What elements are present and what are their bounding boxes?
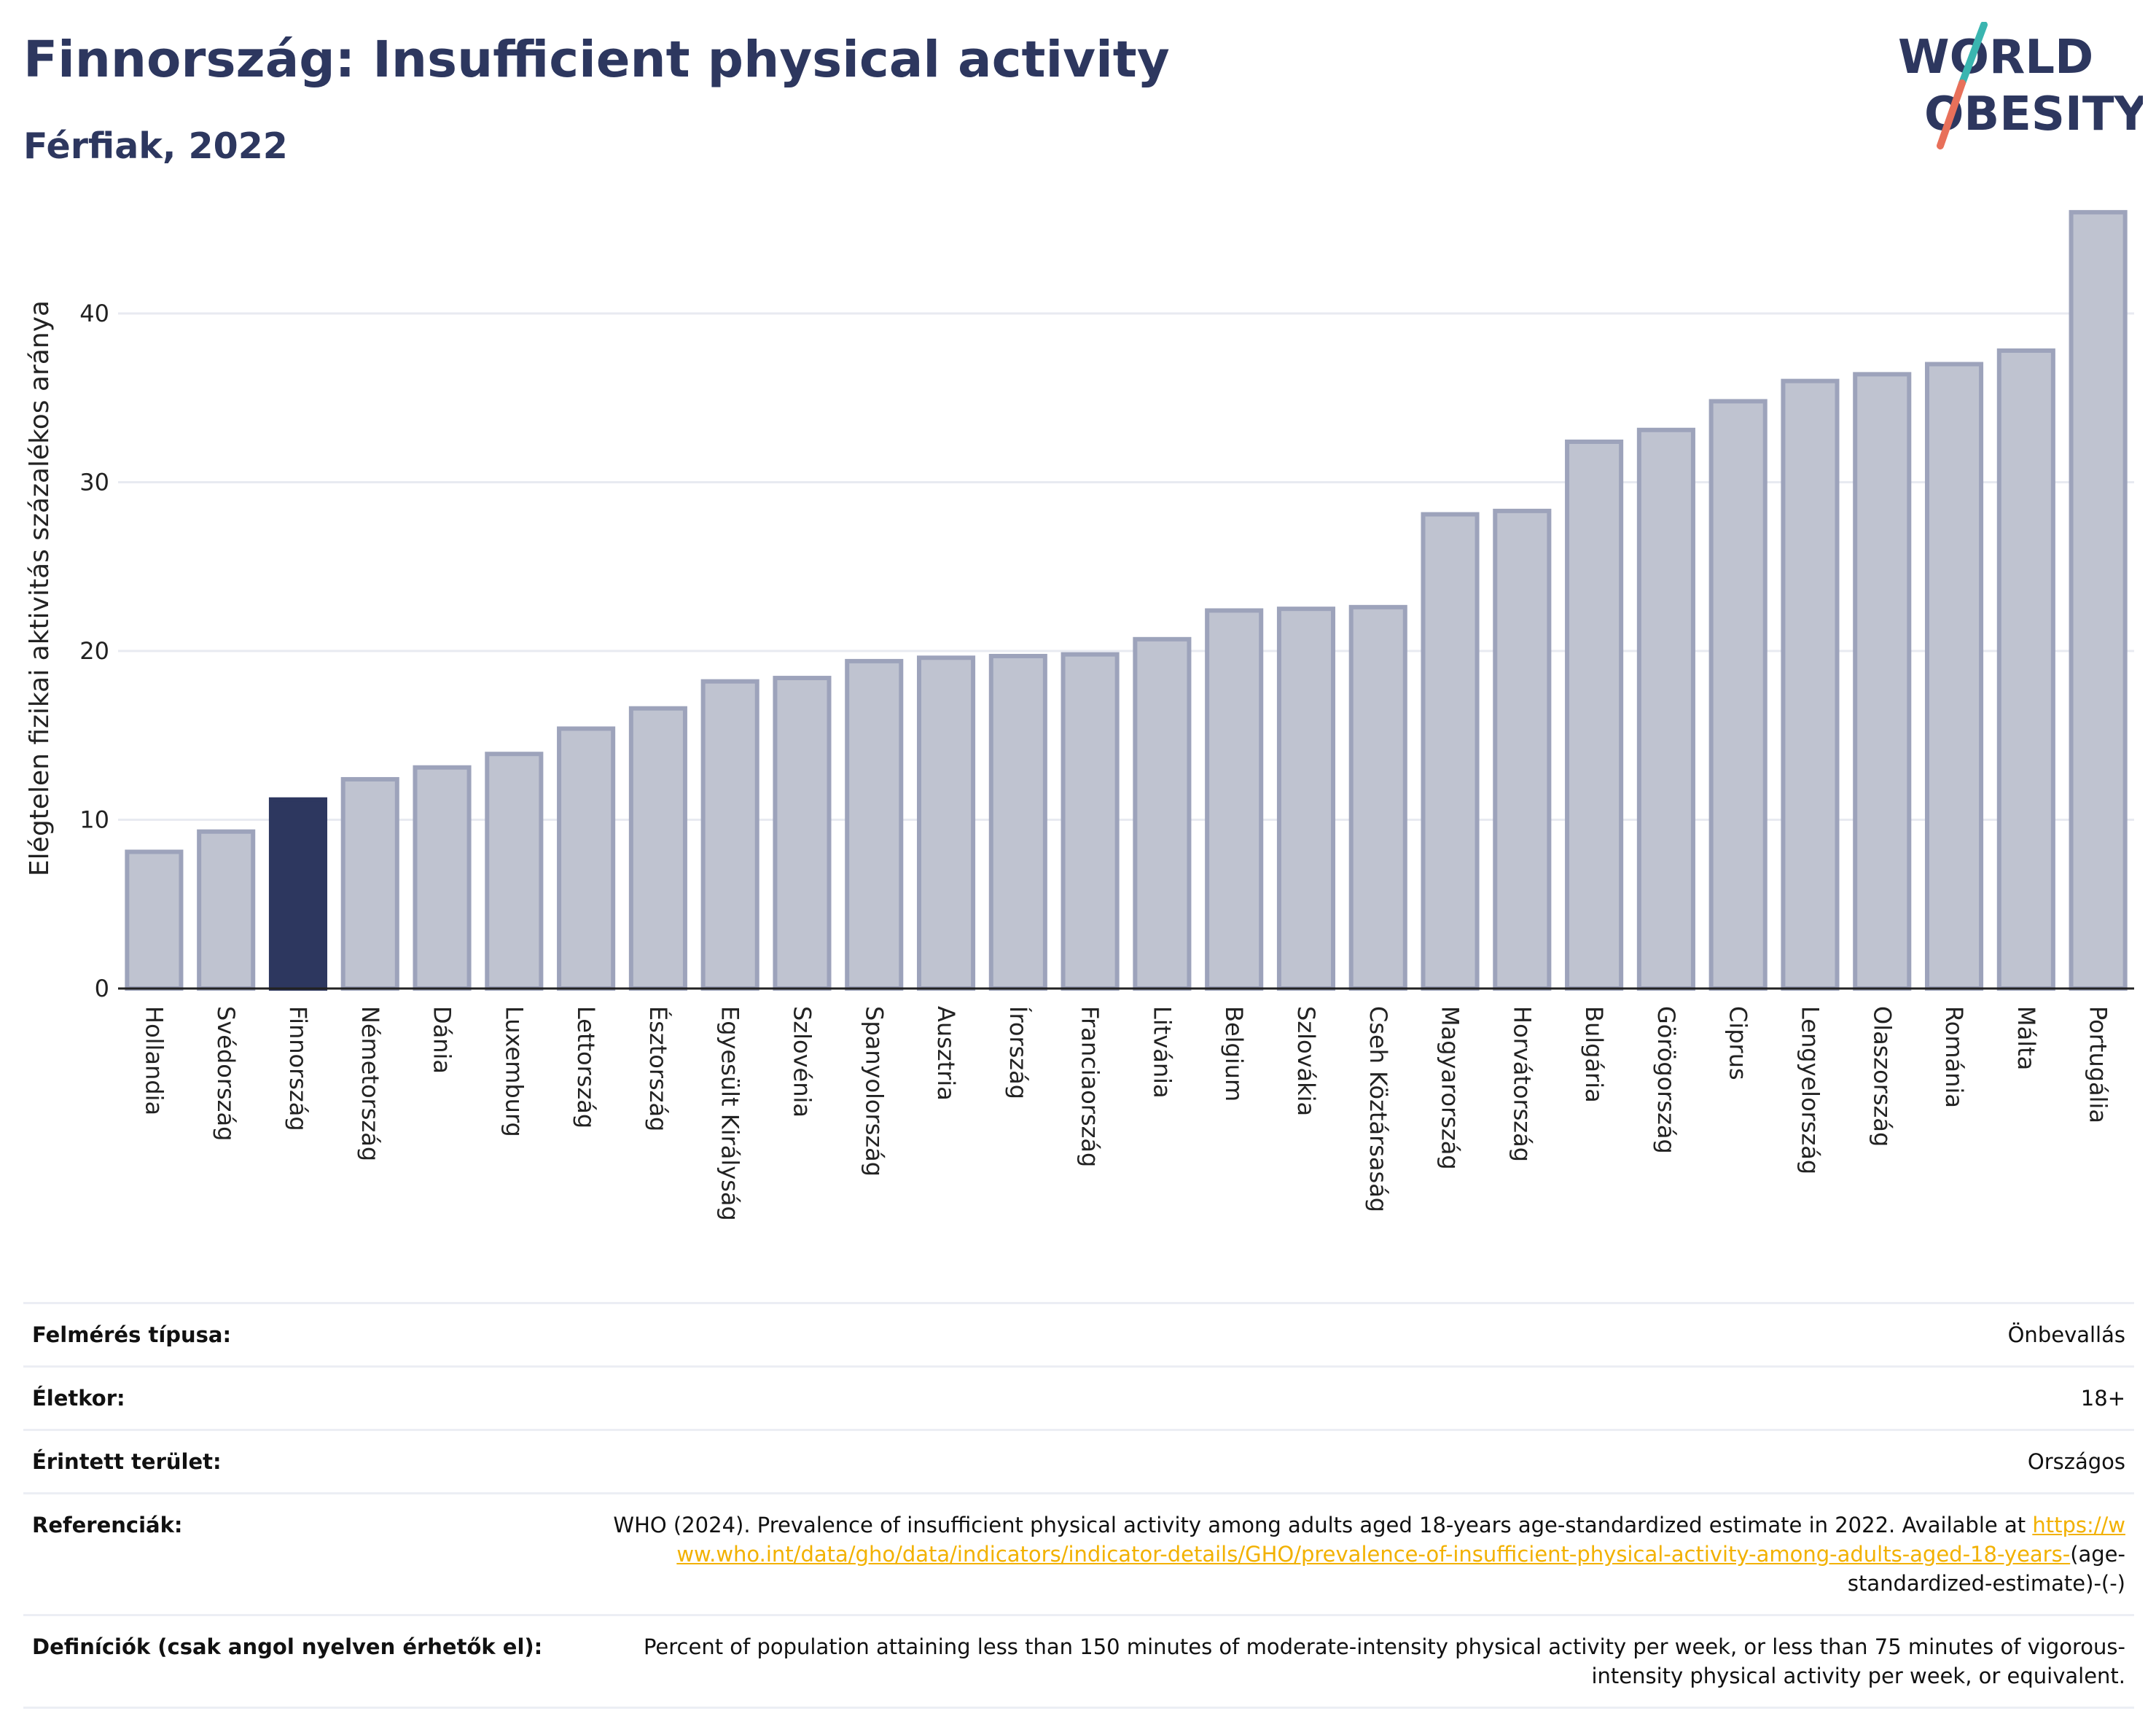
x-tick-label: Görögország [1652,1006,1680,1154]
survey-type-label: Felmérés típusa: [23,1302,595,1368]
bar-franciaország [1061,652,1120,991]
logo-line1: WORLD [1898,31,2093,85]
page-title: Finnország: Insufficient physical activi… [23,31,1170,89]
age-label: Életkor: [23,1365,595,1431]
x-tick-label: Németország [356,1006,384,1161]
x-tick-label: Bulgária [1580,1006,1608,1103]
bar-spanyolország [845,658,904,991]
bar-litvánia [1133,636,1192,991]
bar-egyesült-királyság [700,679,759,991]
y-axis-title: Elégtelen fizikai aktivitás százalékos a… [25,300,55,876]
x-tick-label: Szlovákia [1292,1006,1320,1116]
bar-görögország [1636,427,1695,991]
x-tick-label: Románia [1940,1006,1968,1108]
x-tick-label: Lengyelország [1796,1006,1824,1174]
bar-olaszország [1853,372,1912,991]
x-tick-label: Franciaország [1077,1006,1104,1167]
y-axis-ticks: 0 10 20 30 40 [79,300,109,1002]
x-tick-label: Lettország [572,1006,600,1128]
x-tick-label: Cseh Köztársaság [1364,1006,1392,1212]
bar-bulgária [1565,439,1624,991]
info-row-survey: Felmérés típusa: Önbevallás [23,1302,2134,1368]
info-row-definitions: Definíciók (csak angol nyelven érhetők e… [23,1614,2134,1709]
area-label: Érintett terület: [23,1429,595,1494]
area-value: Országos [595,1429,2134,1494]
bar-szlovénia [773,676,832,991]
x-tick-label: Ausztria [932,1006,960,1101]
info-row-area: Érintett terület: Országos [23,1429,2134,1494]
survey-type-value: Önbevallás [595,1302,2134,1368]
age-value: 18+ [595,1365,2134,1431]
references-value: WHO (2024). Prevalence of insufficient p… [595,1492,2134,1616]
bar-finnország [268,797,328,991]
definitions-label: Definíciók (csak angol nyelven érhetők e… [23,1614,595,1709]
bar-románia [1924,362,1984,991]
references-tail: (age-standardized-estimate)-(-) [1847,1542,2125,1596]
x-tick-label: Magyarország [1437,1006,1464,1170]
bar-hollandia [125,849,184,991]
x-tick-label: Litvánia [1148,1006,1176,1099]
info-row-age: Életkor: 18+ [23,1365,2134,1431]
bar-írország [988,653,1047,991]
x-tick-label: Portugália [2085,1006,2112,1123]
x-tick-label: Ciprus [1725,1006,1752,1080]
x-tick-label: Dánia [429,1006,456,1074]
x-tick-label: Spanyolország [860,1006,888,1177]
bar-lettország [557,726,616,991]
bar-magyarország [1421,512,1480,991]
info-table: Felmérés típusa: Önbevallás Életkor: 18+… [23,1302,2134,1709]
x-tick-label: Egyesült Királyság [716,1006,744,1221]
bar-luxemburg [485,752,544,991]
info-row-references: Referenciák: WHO (2024). Prevalence of i… [23,1492,2134,1616]
y-tick-label: 0 [95,975,109,1002]
references-link[interactable]: https://www.who.int/data/gho/data/indica… [676,1513,2125,1567]
y-tick-label: 20 [79,637,109,665]
x-tick-label: Olaszország [1868,1006,1896,1147]
x-tick-label: Szlovénia [788,1006,816,1118]
logo-slash-bottom [1937,79,1966,149]
logo-slash-top [1958,22,1988,87]
bar-ciprus [1708,399,1768,991]
bar-belgium [1205,608,1264,991]
bar-ausztria [916,655,976,991]
y-tick-label: 30 [79,469,109,496]
bar-svédország [197,829,256,991]
definitions-value: Percent of population attaining less tha… [595,1614,2134,1709]
x-tick-label: Svédország [212,1006,240,1141]
page-subtitle: Férfiak, 2022 [23,125,288,167]
bar-észtország [628,706,687,991]
x-tick-label: Belgium [1220,1006,1248,1102]
world-obesity-logo: WORLD OBESITY [1898,22,2143,149]
bar-portugália [2069,210,2128,991]
bar-lengyelország [1781,378,1840,991]
x-tick-label: Hollandia [140,1006,168,1115]
bar-németország [340,776,399,991]
bar-chart: 0 10 20 30 40 Hollandia Svédország Finnország N… [25,210,2134,1221]
bar-málta [1996,348,2055,991]
bar-cseh-köztársaság [1348,604,1407,991]
x-tick-label: Írország [1004,1006,1032,1099]
references-label: Referenciák: [23,1492,595,1616]
y-tick-label: 10 [79,806,109,834]
bars [125,210,2128,991]
x-tick-label: Málta [2012,1006,2040,1070]
references-text: WHO (2024). Prevalence of insufficient p… [613,1513,2026,1537]
x-tick-label: Luxemburg [500,1006,528,1137]
x-axis-labels: Hollandia Svédország Finnország Németország… [140,1006,2112,1221]
bar-dánia [413,765,472,991]
x-tick-label: Finnország [284,1006,312,1131]
x-tick-label: Észtország [644,1006,672,1131]
bar-horvátország [1493,508,1552,991]
bar-szlovákia [1276,607,1336,991]
y-tick-label: 40 [79,300,109,327]
x-tick-label: Horvátország [1508,1006,1536,1162]
